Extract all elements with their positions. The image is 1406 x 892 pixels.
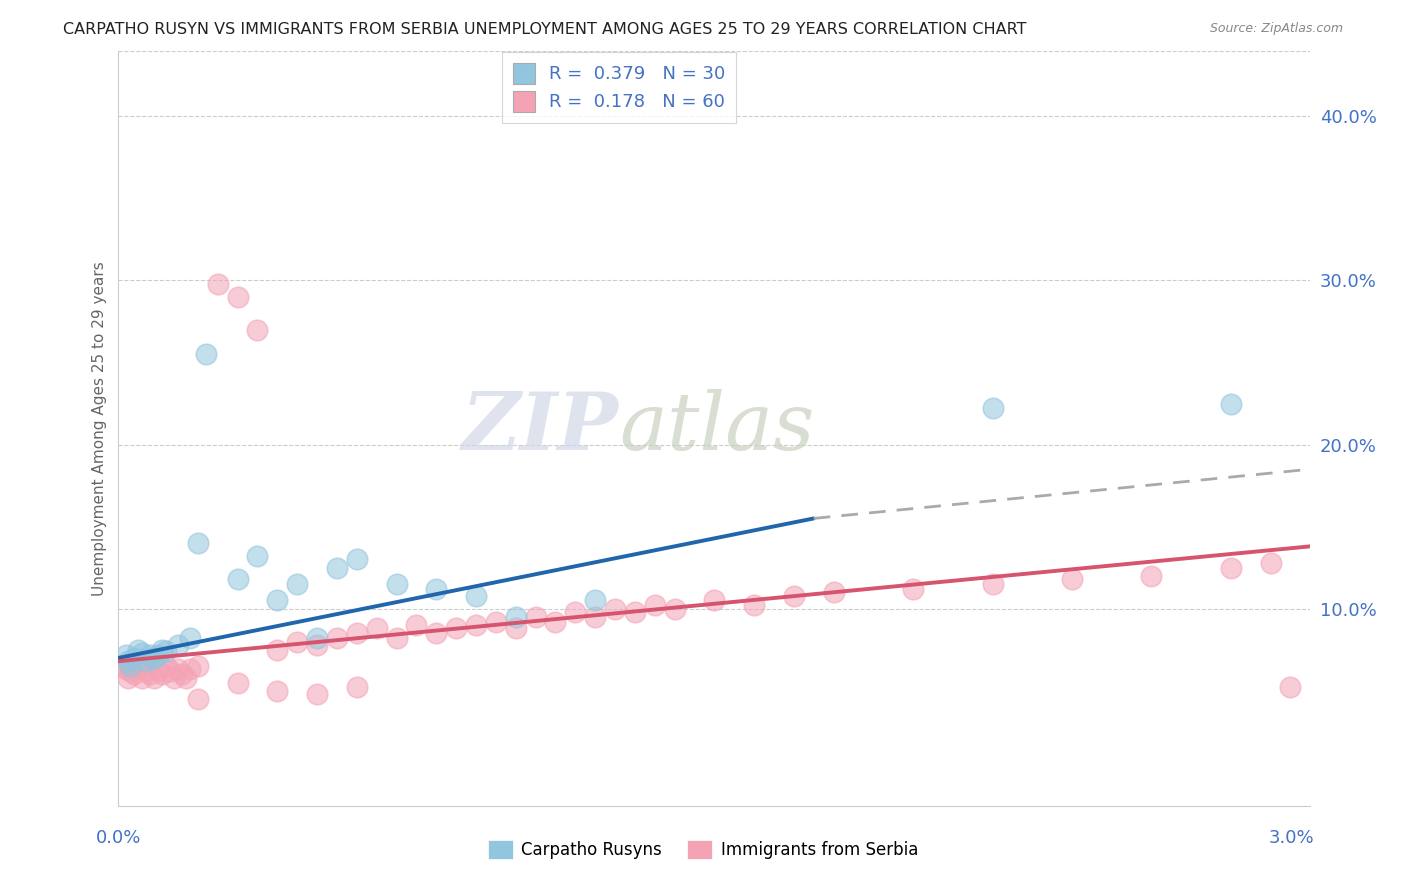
- Point: [1219, 396, 1241, 410]
- Point: [155, 644, 177, 658]
- Point: [117, 654, 139, 668]
- Point: [226, 572, 249, 586]
- Point: [139, 648, 162, 662]
- Point: [187, 659, 209, 673]
- Point: [624, 605, 647, 619]
- Point: [346, 552, 368, 566]
- Point: [187, 536, 209, 550]
- Point: [901, 582, 924, 596]
- Text: CARPATHO RUSYN VS IMMIGRANTS FROM SERBIA UNEMPLOYMENT AMONG AGES 25 TO 29 YEARS : CARPATHO RUSYN VS IMMIGRANTS FROM SERBIA…: [63, 22, 1026, 37]
- Point: [444, 621, 467, 635]
- Point: [170, 667, 193, 681]
- Point: [1260, 556, 1282, 570]
- Point: [143, 671, 166, 685]
- Point: [127, 642, 149, 657]
- Point: [226, 290, 249, 304]
- Point: [139, 667, 162, 681]
- Point: [285, 634, 308, 648]
- Point: [179, 632, 201, 646]
- Point: [285, 577, 308, 591]
- Point: [246, 323, 269, 337]
- Point: [823, 585, 845, 599]
- Point: [179, 662, 201, 676]
- Point: [143, 651, 166, 665]
- Point: [266, 593, 288, 607]
- Point: [981, 401, 1004, 416]
- Point: [1219, 560, 1241, 574]
- Point: [366, 621, 388, 635]
- Point: [783, 589, 806, 603]
- Point: [1060, 572, 1083, 586]
- Point: [135, 664, 157, 678]
- Point: [564, 605, 586, 619]
- Point: [174, 671, 197, 685]
- Point: [664, 601, 686, 615]
- Point: [425, 626, 447, 640]
- Point: [159, 664, 181, 678]
- Point: [307, 638, 329, 652]
- Point: [207, 277, 229, 291]
- Point: [150, 642, 173, 657]
- Text: 0.0%: 0.0%: [96, 829, 141, 847]
- Point: [307, 632, 329, 646]
- Point: [115, 648, 138, 662]
- Point: [127, 659, 149, 673]
- Point: [603, 601, 626, 615]
- Point: [544, 615, 567, 629]
- Point: [644, 599, 666, 613]
- Point: [146, 648, 169, 662]
- Point: [703, 593, 725, 607]
- Point: [117, 671, 139, 685]
- Point: [425, 582, 447, 596]
- Point: [385, 632, 408, 646]
- Point: [155, 659, 177, 673]
- Point: [194, 347, 217, 361]
- Point: [307, 687, 329, 701]
- Y-axis label: Unemployment Among Ages 25 to 29 years: Unemployment Among Ages 25 to 29 years: [93, 260, 107, 596]
- Point: [115, 662, 138, 676]
- Point: [505, 610, 527, 624]
- Point: [583, 593, 606, 607]
- Point: [1140, 569, 1163, 583]
- Text: Source: ZipAtlas.com: Source: ZipAtlas.com: [1209, 22, 1343, 36]
- Point: [465, 589, 488, 603]
- Legend: Carpatho Rusyns, Immigrants from Serbia: Carpatho Rusyns, Immigrants from Serbia: [481, 834, 925, 866]
- Text: atlas: atlas: [619, 390, 814, 467]
- Point: [326, 632, 349, 646]
- Point: [505, 621, 527, 635]
- Point: [405, 618, 427, 632]
- Point: [187, 692, 209, 706]
- Point: [163, 671, 186, 685]
- Point: [266, 642, 288, 657]
- Point: [167, 662, 190, 676]
- Point: [583, 610, 606, 624]
- Point: [385, 577, 408, 591]
- Point: [1279, 681, 1302, 695]
- Point: [326, 560, 349, 574]
- Point: [266, 683, 288, 698]
- Point: [742, 599, 765, 613]
- Point: [111, 659, 134, 673]
- Point: [146, 664, 169, 678]
- Point: [124, 667, 146, 681]
- Point: [120, 664, 142, 678]
- Point: [167, 638, 190, 652]
- Text: ZIP: ZIP: [463, 390, 619, 467]
- Point: [120, 659, 142, 673]
- Point: [346, 681, 368, 695]
- Point: [465, 618, 488, 632]
- Point: [150, 667, 173, 681]
- Point: [246, 549, 269, 564]
- Legend: R =  0.379   N = 30, R =  0.178   N = 60: R = 0.379 N = 30, R = 0.178 N = 60: [502, 52, 737, 123]
- Point: [226, 675, 249, 690]
- Point: [135, 654, 157, 668]
- Point: [124, 651, 146, 665]
- Point: [346, 626, 368, 640]
- Point: [131, 646, 153, 660]
- Text: 3.0%: 3.0%: [1270, 829, 1315, 847]
- Point: [981, 577, 1004, 591]
- Point: [524, 610, 547, 624]
- Point: [131, 671, 153, 685]
- Point: [485, 615, 508, 629]
